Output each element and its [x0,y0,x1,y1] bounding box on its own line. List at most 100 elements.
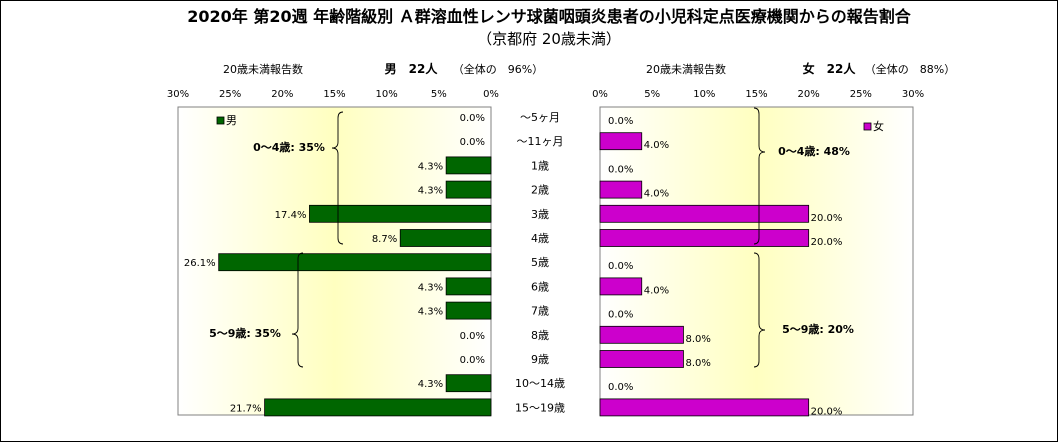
female-legend-label: 女 [873,119,884,133]
category-label: 15～19歳 [515,401,565,414]
male-header: 男 22人 [385,61,439,76]
female-axis-ticks: 0% 5% 10% 15% 20% 25% 30% [592,89,924,100]
female-bar [599,350,684,368]
male-bar [445,156,492,175]
female-axis-tick-label: 10% [693,89,715,100]
female-bars: 0.0% 4.0% 0.0% 4.0% 20.0% 20.0% 0.0% 4.0% 0.0% 8.… [599,116,843,417]
female-data-label: 4.0% [644,189,669,200]
category-label: 1歳 [531,159,549,172]
female-axis-tick-label: 0% [592,89,608,100]
female-group-0-4-label: 0～4歳: 48% [778,144,850,158]
male-legend-swatch [216,116,225,125]
male-bar [264,398,492,417]
male-brace-0-4 [331,111,344,245]
category-label: ～11ヶ月 [517,135,564,148]
male-legend-label: 男 [226,114,237,127]
male-bar [445,301,492,320]
male-axis-tick-label: 0% [483,89,499,100]
female-plot-area [599,106,914,416]
male-data-label: 8.7% [372,234,397,245]
male-brace-5-9 [291,252,304,368]
male-data-label: 4.3% [418,379,443,390]
male-data-label: 4.3% [418,307,443,318]
female-data-label: 4.0% [644,140,669,151]
female-data-label: 0.0% [608,116,633,127]
female-data-label: 4.0% [644,285,669,296]
category-labels: ～5ヶ月 ～11ヶ月 1歳 2歳 3歳 4歳 5歳 6歳 7歳 8歳 9歳 10～14歳 15～19歳 [515,111,565,414]
category-label: 7歳 [531,305,549,318]
female-group-5-9-label: 5～9歳: 20% [782,322,854,336]
female-bar [599,277,643,296]
female-bar [599,325,684,344]
female-brace-5-9 [753,252,766,368]
category-label: 2歳 [531,184,549,197]
category-label: 3歳 [531,208,549,221]
male-bar [445,277,492,296]
category-label: 4歳 [531,232,549,245]
category-label: 8歳 [531,329,549,342]
female-bar [599,398,810,417]
female-data-label: 20.0% [811,406,843,417]
male-legend: 男 [216,114,237,127]
female-count-label: 20歳未満報告数 [646,63,726,76]
male-data-label: 26.1% [184,258,216,269]
male-axis-tick-label: 15% [323,89,345,100]
male-bar [218,253,492,272]
male-axis-tick-label: 20% [271,89,293,100]
female-brace-0-4 [753,107,766,245]
female-data-label: 0.0% [608,164,633,175]
male-data-label: 4.3% [418,282,443,293]
female-data-label: 20.0% [811,213,843,224]
male-bar [309,204,492,223]
female-data-label: 0.0% [608,310,633,321]
male-data-label: 0.0% [460,355,485,366]
female-data-label: 0.0% [608,382,633,393]
female-header-note: （全体の 88%） [865,62,955,76]
male-bars: 0.0% 0.0% 4.3% 4.3% 17.4% 8.7% 26.1% 4.3% 4.3% 0.… [184,113,492,417]
female-header: 女 22人 [803,61,857,76]
category-label: 9歳 [531,353,549,366]
male-bar [445,180,492,199]
male-header-note: （全体の 96%） [453,62,543,76]
category-label: 5歳 [531,256,549,269]
female-axis-tick-label: 25% [850,89,872,100]
female-bar [599,204,810,223]
chart-title: 2020年 第20週 年齢階級別 Ａ群溶血性レンサ球菌咽頭炎患者の小児科定点医療… [187,7,912,26]
female-axis-tick-label: 15% [745,89,767,100]
female-data-label: 0.0% [608,261,633,272]
male-bar [445,374,492,393]
category-label: 6歳 [531,280,549,293]
male-data-label: 17.4% [275,210,307,221]
male-group-5-9-label: 5～9歳: 35% [209,326,281,340]
male-data-label: 21.7% [230,403,262,414]
chart-subtitle: （京都府 20歳未満） [477,30,621,48]
male-axis-tick-label: 25% [219,89,241,100]
female-bar [599,180,643,199]
category-label: 10～14歳 [515,377,565,390]
male-group-0-4-label: 0～4歳: 35% [253,140,325,154]
male-data-label: 0.0% [460,137,485,148]
female-axis-tick-label: 20% [798,89,820,100]
female-legend: 女 [863,119,884,133]
male-bar [399,229,492,247]
male-axis-tick-label: 10% [376,89,398,100]
female-legend-swatch [863,122,872,131]
female-axis-tick-label: 30% [902,89,924,100]
female-data-label: 8.0% [685,334,710,345]
male-axis-tick-label: 5% [431,89,447,100]
male-data-label: 0.0% [460,113,485,124]
female-bar [599,229,810,247]
female-axis-tick-label: 5% [644,89,660,100]
male-data-label: 0.0% [460,331,485,342]
male-count-label: 20歳未満報告数 [223,63,303,76]
female-bar [599,132,643,151]
male-data-label: 4.3% [418,186,443,197]
male-axis-tick-label: 30% [167,89,189,100]
male-data-label: 4.3% [418,161,443,172]
female-data-label: 8.0% [685,358,710,369]
male-axis-ticks: 30% 25% 20% 15% 10% 5% 0% [167,89,499,100]
female-data-label: 20.0% [811,237,843,248]
category-label: ～5ヶ月 [520,111,560,124]
